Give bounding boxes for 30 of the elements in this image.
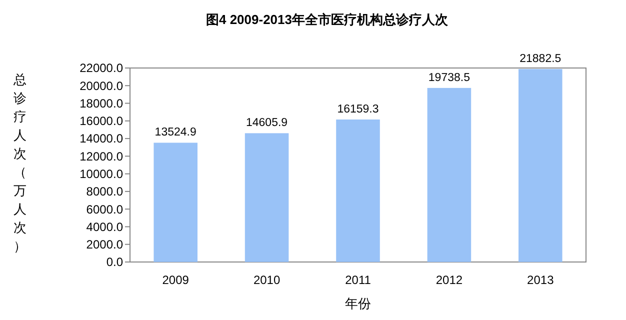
data-label: 13524.9: [154, 126, 196, 139]
data-label: 19738.5: [428, 72, 470, 84]
y-tick-label: 16000.0: [80, 114, 124, 128]
y-tick-label: 14000.0: [80, 132, 124, 146]
x-axis-title: 年份: [345, 296, 371, 311]
bar: [336, 120, 380, 262]
data-label: 21882.5: [520, 53, 562, 66]
y-tick-label: 8000.0: [86, 184, 124, 199]
y-tick-label: 6000.0: [86, 202, 124, 216]
x-tick-label: 2013: [527, 273, 554, 287]
bar: [518, 69, 562, 262]
y-tick-label: 0.0: [106, 255, 124, 270]
y-tick-label: 12000.0: [80, 149, 124, 164]
bar: [427, 88, 472, 262]
x-tick-label: 2012: [436, 273, 463, 287]
bar: [244, 133, 289, 262]
x-tick-label: 2011: [345, 273, 372, 287]
data-label: 14605.9: [246, 117, 288, 130]
text: 总诊疗人次（万人次）: [14, 72, 26, 254]
y-tick-label: 18000.0: [80, 96, 124, 110]
y-tick-label: 2000.0: [86, 238, 124, 252]
x-tick-label: 2009: [162, 273, 190, 287]
bar: [154, 142, 198, 262]
y-tick-label: 4000.0: [86, 220, 124, 234]
y-tick-label: 20000.0: [80, 78, 124, 93]
data-label: 16159.3: [337, 104, 379, 116]
y-tick-label: 10000.0: [80, 167, 124, 182]
x-tick-label: 2010: [253, 273, 280, 287]
chart-title: 图4 2009-2013年全市医疗机构总诊疗人次: [206, 12, 450, 27]
y-tick-label: 22000.0: [80, 61, 124, 76]
